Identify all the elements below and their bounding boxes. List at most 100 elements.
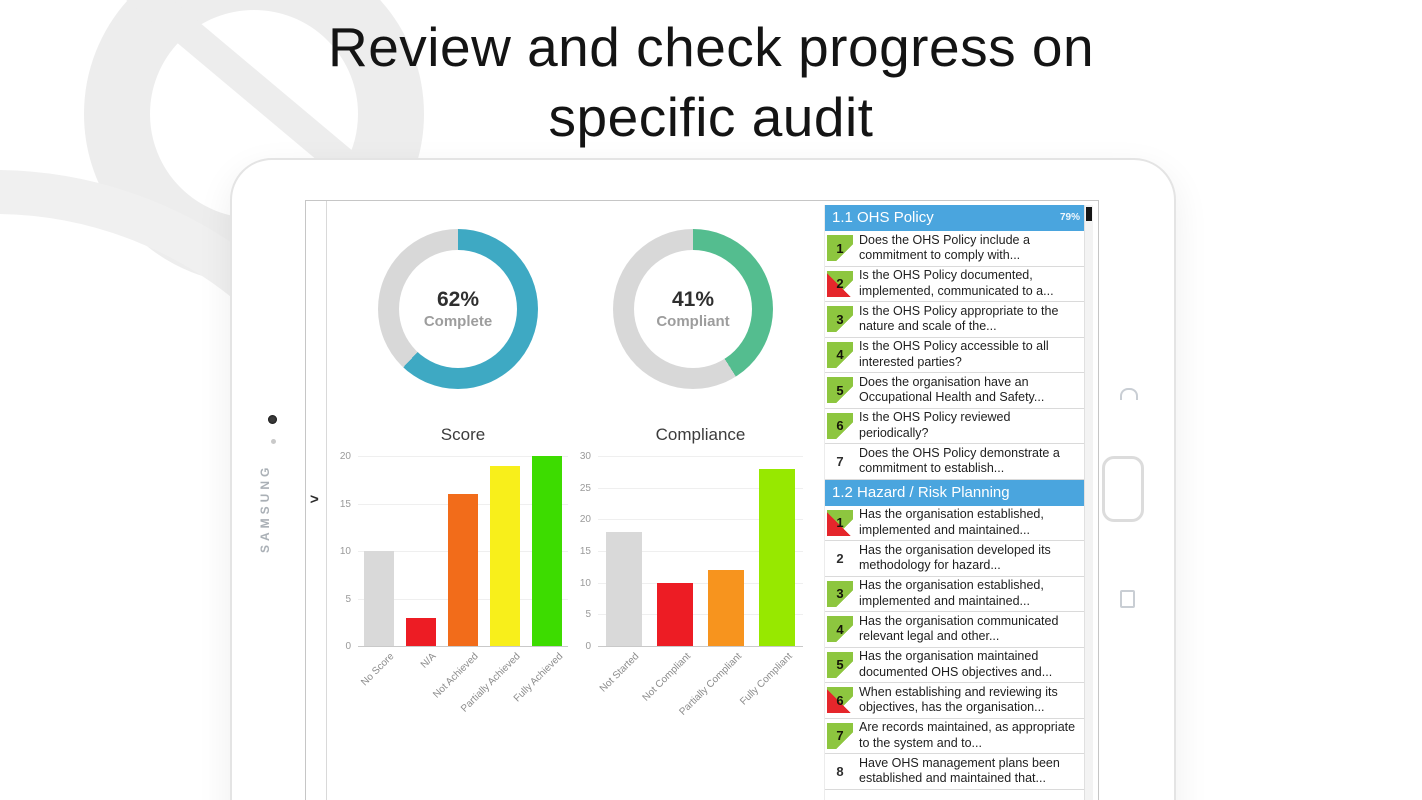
question-row[interactable]: 7 Are records maintained, as appropriate …: [825, 718, 1085, 754]
question-text: Has the organisation established, implem…: [859, 507, 1044, 537]
home-button[interactable]: [1102, 456, 1144, 522]
question-row[interactable]: 2 Is the OHS Policy documented, implement…: [825, 266, 1085, 302]
question-row[interactable]: 5 Has the organisation maintained documen…: [825, 647, 1085, 683]
y-axis-tick: 10: [339, 546, 351, 557]
chart-plot-area: 0 5 10 15 20 No Score N/A Not Achieved Partially…: [340, 451, 568, 715]
question-row[interactable]: 6 When establishing and reviewing its obj…: [825, 683, 1085, 719]
section-header[interactable]: 1.1 OHS Policy 79%: [825, 205, 1085, 231]
chart-title: Compliance: [655, 425, 746, 444]
gridline: [598, 646, 803, 647]
status-badge: 1: [827, 235, 853, 262]
status-badge: 7: [827, 448, 853, 475]
bar-no-score: [364, 551, 394, 646]
x-axis-label: Not Compliant: [640, 651, 693, 704]
y-axis-tick: 15: [339, 498, 351, 510]
y-axis-tick: 20: [339, 451, 351, 462]
question-text: Is the OHS Policy reviewed periodically?: [859, 410, 1011, 440]
status-badge: 5: [827, 651, 853, 678]
question-text: Is the OHS Policy accessible to all inte…: [859, 339, 1049, 369]
donut-value: 62%: [436, 288, 480, 311]
compliance-bar-chart: Compliance 0 5 10 15 20 25 30 Not Started Not Co…: [580, 425, 803, 718]
status-badge: 4: [827, 616, 853, 643]
side-rail: >: [306, 201, 327, 800]
gridline: [598, 614, 803, 616]
scrollbar-thumb[interactable]: [1086, 207, 1092, 221]
question-text: Does the OHS Policy demonstrate a commit…: [859, 445, 1060, 476]
question-text: Does the OHS Policy include a commitment…: [859, 232, 1030, 263]
section-header[interactable]: 1.2 Hazard / Risk Planning: [825, 479, 1085, 506]
samsung-logo: SAMSUNG: [258, 463, 272, 553]
question-row[interactable]: 3 Is the OHS Policy appropriate to the na…: [825, 302, 1085, 338]
question-text: Is the OHS Policy appropriate to the nat…: [859, 303, 1059, 334]
section-title: 1.2 Hazard / Risk Planning: [832, 483, 1010, 501]
donut-chart-compliant: 41% Compliant: [613, 229, 773, 389]
bar-fully-achieved: [532, 456, 562, 646]
question-text: Has the organisation established, implem…: [859, 578, 1044, 608]
bar-not-achieved: [448, 494, 478, 646]
question-row[interactable]: 6 Is the OHS Policy reviewed periodically…: [825, 408, 1085, 444]
gridline: [598, 487, 803, 489]
status-badge: 2: [827, 270, 853, 297]
headset-icon: [1120, 388, 1138, 400]
gridline: [358, 456, 568, 457]
section-progress: 79%: [1059, 212, 1080, 223]
question-row[interactable]: 4 Has the organisation communicated relev…: [825, 612, 1085, 648]
status-badge: 3: [827, 580, 853, 607]
status-badge: 8: [827, 758, 853, 785]
question-row[interactable]: 5 Does the organisation have an Occupatio…: [825, 373, 1085, 409]
x-axis-label: Not Started: [597, 651, 642, 695]
donut-chart-complete: 62% Complete: [378, 229, 538, 389]
status-badge: 6: [827, 412, 853, 439]
page-title: Review and check progress on specific au…: [0, 12, 1422, 152]
y-axis-tick: 0: [585, 641, 591, 652]
expand-chevron-icon[interactable]: >: [310, 491, 319, 508]
bar-fully-compliant: [759, 468, 796, 646]
question-row[interactable]: 1 Has the organisation established, imple…: [825, 505, 1085, 541]
y-axis-tick: 30: [579, 451, 591, 462]
gridline: [598, 582, 803, 584]
donut-label: Complete: [423, 313, 493, 330]
donut-label: Compliant: [656, 313, 730, 330]
chart-title: Score: [440, 425, 486, 444]
app-screen: > 62% Complete 41% Compliant Score 0 5 10 1…: [305, 200, 1099, 800]
gridline: [598, 519, 803, 521]
question-text: Has the organisation communicated releva…: [859, 613, 1059, 644]
question-text: Has the organisation developed its metho…: [859, 542, 1051, 573]
question-panel: 1.1 OHS Policy 79% 1 Does the OHS Policy in…: [824, 205, 1093, 800]
status-badge: 3: [827, 306, 853, 333]
donut-value: 41%: [671, 288, 715, 311]
question-text: When establishing and reviewing its obje…: [859, 684, 1058, 715]
panel-scrollbar[interactable]: [1084, 205, 1093, 800]
x-axis-label: No Score: [359, 651, 397, 689]
x-axis-label: Fully Compliant: [738, 651, 796, 708]
status-badge: 1: [827, 509, 853, 536]
question-list: 1.1 OHS Policy 79% 1 Does the OHS Policy in…: [825, 205, 1085, 800]
question-text: Is the OHS Policy documented, implemente…: [859, 268, 1054, 298]
donut-center: 62% Complete: [378, 229, 538, 389]
bar-n-a: [406, 617, 436, 646]
y-axis-tick: 5: [585, 609, 591, 621]
question-text: Does the organisation have an Occupation…: [859, 374, 1045, 405]
camera-icon: [268, 415, 277, 424]
question-text: Have OHS management plans been establish…: [859, 755, 1060, 786]
y-axis-tick: 15: [579, 546, 591, 557]
donut-center: 41% Compliant: [613, 229, 773, 389]
gridline: [358, 646, 568, 647]
question-row[interactable]: 7 Does the OHS Policy demonstrate a commi…: [825, 444, 1085, 480]
donut-hole: [399, 250, 517, 368]
y-axis-tick: 0: [345, 641, 351, 652]
question-row[interactable]: 1 Does the OHS Policy include a commitmen…: [825, 231, 1085, 267]
sensor-icon: [271, 439, 276, 444]
s-pen-slot-icon: [1120, 590, 1135, 608]
question-row[interactable]: 3 Has the organisation established, imple…: [825, 576, 1085, 612]
question-row[interactable]: 2 Has the organisation developed its meth…: [825, 541, 1085, 577]
donut-hole: [634, 250, 752, 368]
tablet-device: SAMSUNG > 62% Complete 41% Compliant: [230, 158, 1176, 800]
x-axis-label: N/A: [419, 651, 439, 671]
gridline: [598, 551, 803, 552]
question-text: Has the organisation maintained document…: [859, 649, 1053, 679]
question-row[interactable]: 4 Is the OHS Policy accessible to all int…: [825, 337, 1085, 373]
question-row[interactable]: 8 Have OHS management plans been establis…: [825, 754, 1085, 790]
y-axis-tick: 5: [345, 593, 351, 605]
